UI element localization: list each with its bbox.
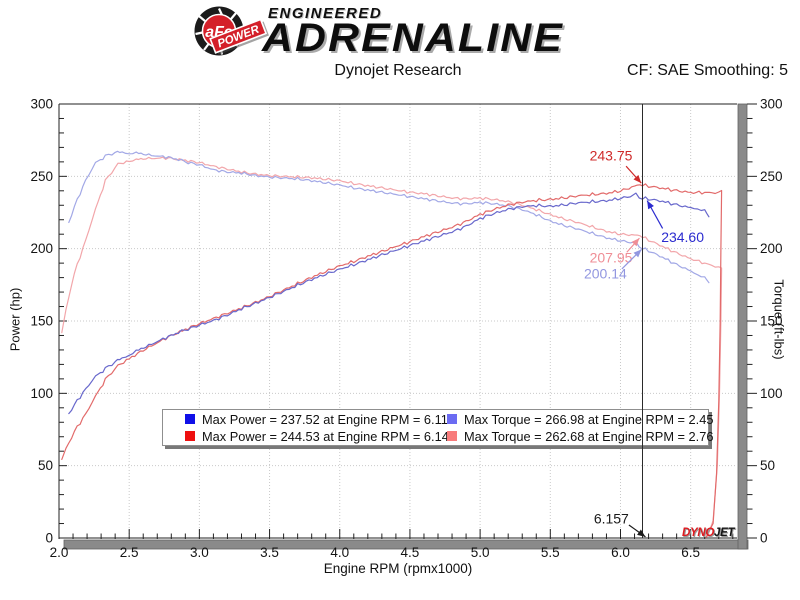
dynojet-watermark: DYNOJET bbox=[682, 527, 735, 539]
legend-label: Max Power = 237.52 at Engine RPM = 6.11 bbox=[202, 411, 448, 427]
torque-tick-label: 100 bbox=[760, 386, 783, 401]
dynojet-watermark-dyno: DYNO bbox=[682, 527, 715, 539]
legend-item: Max Power = 237.52 at Engine RPM = 6.11 bbox=[185, 411, 448, 427]
power-tick-label: 200 bbox=[30, 241, 53, 256]
x-tick-label: 4.0 bbox=[330, 545, 349, 560]
x-tick-label: 3.5 bbox=[260, 545, 279, 560]
torque-tick-label: 50 bbox=[760, 458, 775, 473]
power-tick-label: 150 bbox=[30, 314, 53, 329]
x-tick-label: 4.5 bbox=[401, 545, 420, 560]
legend-label: Max Power = 244.53 at Engine RPM = 6.14 bbox=[202, 428, 449, 444]
x-tick-label: 6.5 bbox=[681, 545, 700, 560]
legend-swatch-power-red bbox=[185, 431, 195, 441]
x-tick-label: 2.0 bbox=[50, 545, 69, 560]
power-blue-curve bbox=[68, 192, 710, 415]
x-tick-label: 2.5 bbox=[120, 545, 139, 560]
rpm-axis-title: Engine RPM (rpmx1000) bbox=[323, 561, 473, 576]
torque-axis-title: Torque (ft-lbs) bbox=[771, 279, 787, 360]
afe-power-banner: POWER bbox=[209, 18, 269, 55]
torque-blue-curve bbox=[68, 150, 710, 284]
x-tick-label: 5.5 bbox=[541, 545, 560, 560]
chart-title: Dynojet Research bbox=[334, 62, 462, 79]
power-tick-label: 300 bbox=[30, 97, 53, 112]
rpm-cursor-line[interactable] bbox=[642, 104, 644, 538]
torque-tick-label: 250 bbox=[760, 169, 783, 184]
legend-label: Max Torque = 262.68 at Engine RPM = 2.76 bbox=[464, 428, 714, 444]
legend-item: Max Power = 244.53 at Engine RPM = 6.14 bbox=[185, 428, 449, 444]
torque-tick-label: 150 bbox=[760, 314, 783, 329]
legend-label: Max Torque = 266.98 at Engine RPM = 2.45 bbox=[464, 411, 714, 427]
x-tick-label: 6.0 bbox=[611, 545, 630, 560]
brand-adrenaline-text: ADRENALINE bbox=[262, 16, 564, 60]
torque-red-curve bbox=[61, 156, 723, 538]
brand-engineered-text: ENGINEERED bbox=[268, 5, 383, 22]
power-tick-label: 100 bbox=[30, 386, 53, 401]
legend-box: Max Power = 237.52 at Engine RPM = 6.11 … bbox=[162, 409, 713, 446]
torque-tick-label: 0 bbox=[760, 531, 768, 546]
dynojet-watermark-jet: JET bbox=[714, 527, 735, 539]
legend-item: Max Torque = 266.98 at Engine RPM = 2.45 bbox=[447, 412, 713, 427]
power-red-curve bbox=[61, 183, 723, 538]
torque-tick-label: 200 bbox=[760, 241, 783, 256]
power-tick-label: 0 bbox=[45, 531, 53, 546]
legend-swatch-torque-blue bbox=[447, 414, 457, 424]
afe-power-logo: aFe POWER bbox=[194, 6, 269, 56]
torque-tick-label: 300 bbox=[760, 97, 783, 112]
x-tick-label: 3.0 bbox=[190, 545, 209, 560]
legend-item: Max Torque = 262.68 at Engine RPM = 2.76 bbox=[447, 429, 713, 444]
power-tick-label: 250 bbox=[30, 169, 53, 184]
legend-swatch-torque-red bbox=[447, 431, 457, 441]
power-tick-label: 50 bbox=[38, 458, 53, 473]
power-axis-title: Power (hp) bbox=[7, 287, 23, 352]
correction-factor-label: CF: SAE Smoothing: 5 bbox=[627, 62, 788, 79]
legend-swatch-power-blue bbox=[185, 414, 195, 424]
x-tick-label: 5.0 bbox=[471, 545, 490, 560]
